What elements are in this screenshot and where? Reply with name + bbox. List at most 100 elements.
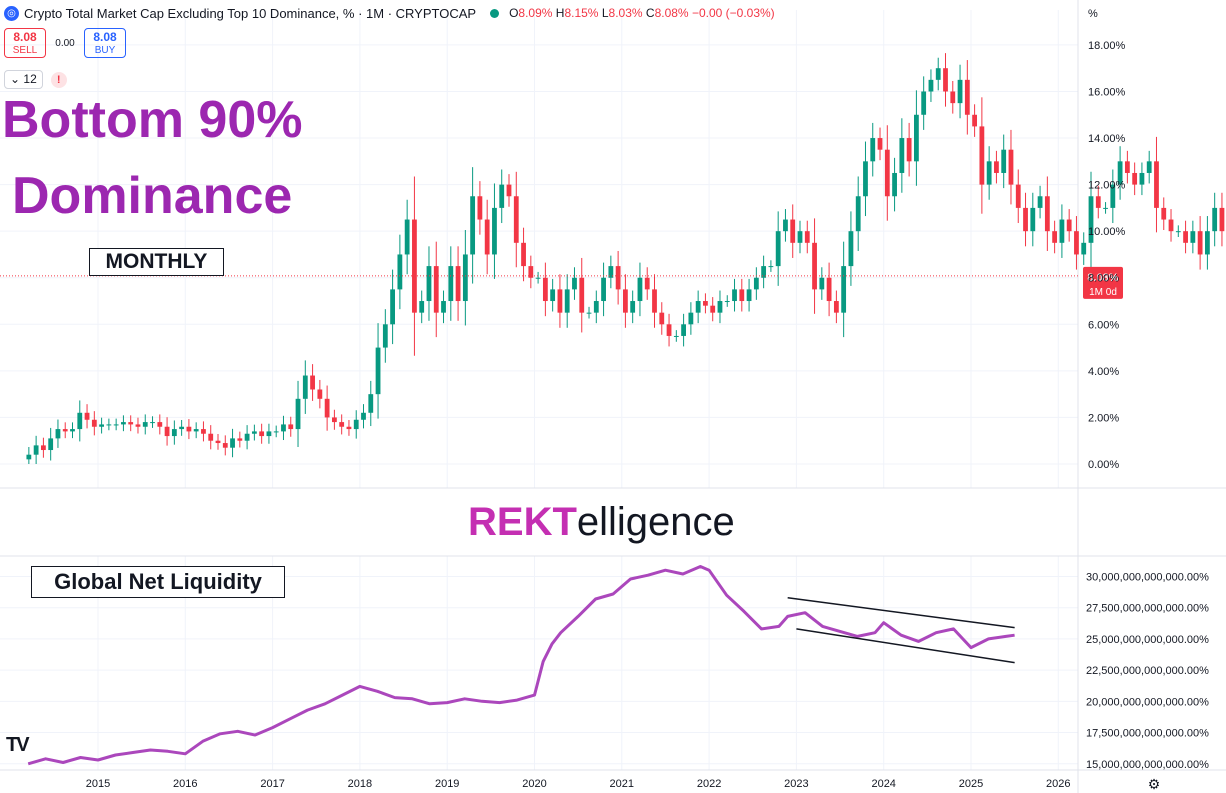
candle-body (1081, 242, 1087, 255)
candle-body (550, 289, 556, 302)
candle (906, 122, 912, 177)
candle-body (1190, 231, 1196, 243)
candle (964, 60, 970, 135)
candle (746, 278, 752, 312)
candle (1161, 197, 1167, 231)
candlestick-series (26, 53, 1225, 464)
candle-body (528, 266, 534, 278)
candle-body (361, 412, 366, 420)
candle-body (906, 138, 912, 162)
candle (637, 262, 643, 317)
candle-body (404, 219, 410, 255)
candle-body (986, 161, 992, 185)
candle (273, 425, 279, 438)
candle (448, 246, 454, 321)
liquidity-tick-label: 15,000,000,000,000.00% (1086, 759, 1209, 771)
candle-body (593, 301, 599, 313)
candle-body (484, 219, 490, 255)
candle-body (121, 422, 126, 425)
candle (390, 269, 395, 345)
candle (1081, 232, 1087, 265)
price-tick-label: 16.00% (1088, 86, 1126, 98)
candle-body (477, 196, 483, 220)
candle-body (673, 335, 679, 337)
candle-body (601, 277, 606, 302)
candle-body (586, 312, 592, 314)
candle-body (1103, 207, 1108, 209)
buy-button[interactable]: 8.08 BUY (84, 28, 126, 58)
candle (135, 417, 141, 434)
candle-body (703, 301, 708, 306)
candle (281, 415, 286, 441)
candle-body (1117, 161, 1123, 185)
candle (884, 125, 890, 221)
candle-body (1044, 196, 1050, 232)
candle (724, 295, 730, 307)
candle (324, 385, 330, 431)
candle-body (1001, 149, 1007, 173)
sell-button[interactable]: 8.08 SELL (4, 28, 46, 58)
candle (84, 404, 90, 429)
candle (863, 141, 868, 217)
candle (295, 380, 301, 448)
candle-body (251, 431, 257, 434)
candle (615, 250, 621, 305)
candle (914, 90, 919, 186)
candle-body (572, 277, 577, 290)
candle (91, 411, 97, 436)
candle-body (1088, 196, 1094, 243)
indicators-toggle-button[interactable]: ⌄ 12 (4, 70, 43, 89)
candle (361, 404, 366, 429)
candle-body (630, 301, 636, 313)
candle (1183, 220, 1188, 254)
candle (426, 246, 432, 321)
candle-body (739, 289, 745, 302)
candle (412, 176, 417, 356)
indicator-row: ⌄ 12 ! (4, 70, 67, 89)
candle (732, 278, 737, 312)
time-tick-label: 2015 (86, 778, 110, 790)
candle (477, 181, 483, 235)
candle (994, 150, 999, 184)
candle (841, 241, 847, 338)
chart-title[interactable]: Crypto Total Market Cap Excluding Top 10… (24, 5, 477, 21)
candle-body (826, 277, 832, 302)
candle (1030, 192, 1036, 247)
candle-body (1205, 231, 1210, 255)
candle-body (1124, 161, 1130, 173)
candle-body (921, 91, 927, 115)
candle (717, 290, 723, 324)
candle-body (666, 324, 672, 336)
liquidity-tick-label: 20,000,000,000,000.00% (1086, 696, 1209, 708)
candle (1212, 192, 1218, 247)
candle (644, 267, 650, 300)
candle (535, 271, 541, 284)
liquidity-tick-label: 25,000,000,000,000.00% (1086, 634, 1209, 646)
candle (608, 255, 614, 289)
market-status-icon (490, 8, 500, 18)
time-tick-label: 2022 (697, 778, 721, 790)
candle (848, 211, 854, 286)
candle-body (695, 301, 701, 313)
price-tick-label: 18.00% (1088, 40, 1126, 52)
candle (441, 290, 446, 324)
gear-icon[interactable]: ⚙ (1148, 776, 1161, 792)
candle-body (644, 277, 650, 290)
candle (1037, 185, 1043, 219)
tradingview-logo[interactable]: TV (6, 734, 30, 756)
candle (41, 437, 46, 458)
candle (244, 425, 250, 450)
price-tick-label: 12.00% (1088, 180, 1126, 192)
candle (164, 417, 170, 446)
candle (368, 380, 374, 427)
exclamation-icon[interactable]: ! (50, 71, 67, 88)
candle (230, 428, 235, 458)
headline-line-2: Dominance (12, 167, 293, 225)
time-tick-label: 2019 (435, 778, 459, 790)
candle (1110, 169, 1116, 224)
liquidity-line (27, 565, 1015, 766)
last-price-label: 8.08% (1087, 272, 1118, 284)
candle (652, 274, 657, 328)
candle (812, 218, 817, 314)
